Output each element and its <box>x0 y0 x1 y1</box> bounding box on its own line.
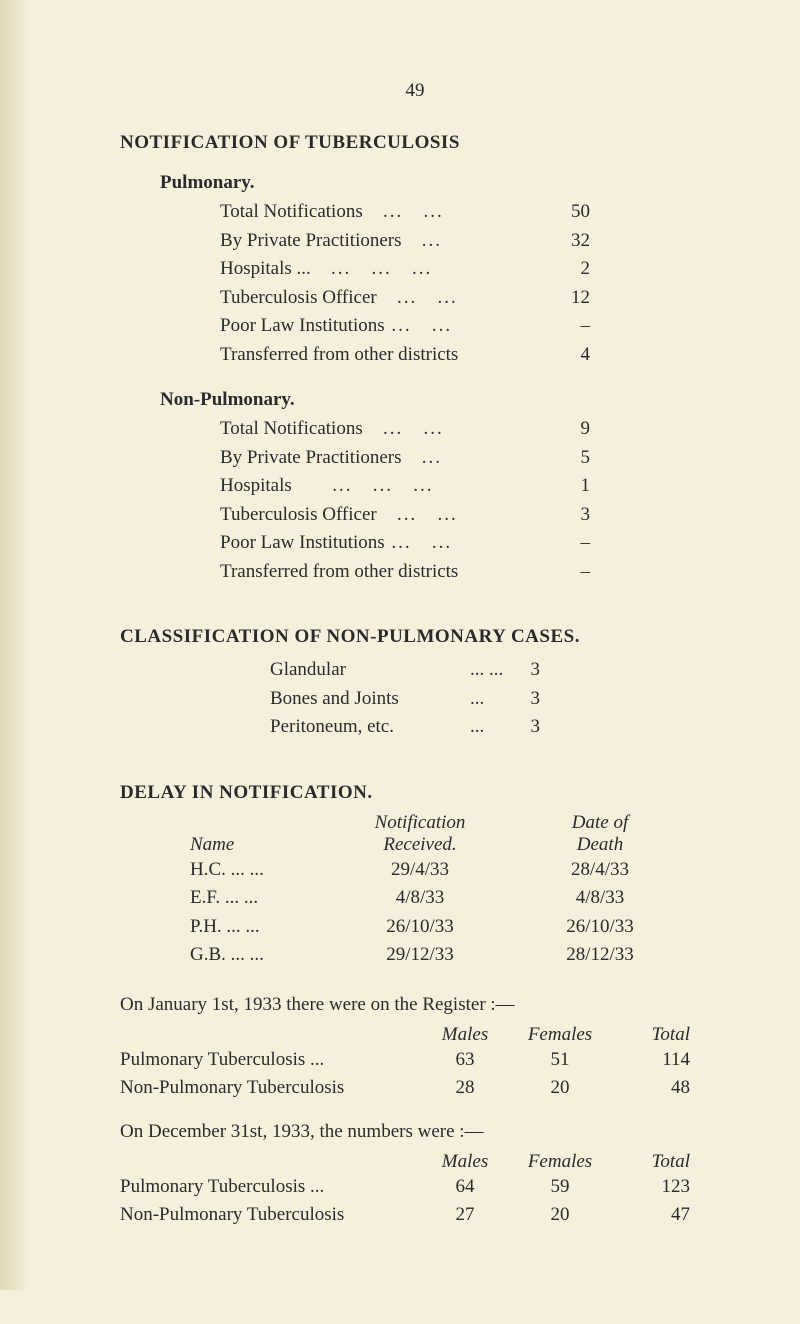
page-number: 49 <box>120 80 710 102</box>
classification-list: Glandular... ...3 Bones and Joints...3 P… <box>270 656 710 742</box>
table-row: Non-Pulmonary Tuberculosis282048 <box>120 1074 710 1103</box>
table-header: Notification Date of <box>190 812 710 834</box>
table-row: Non-Pulmonary Tuberculosis272047 <box>120 1201 710 1230</box>
table-row: E.F. ... ...4/8/334/8/33 <box>190 884 710 913</box>
reg-jan-table: Males Females Total Pulmonary Tuberculos… <box>120 1024 710 1103</box>
list-item: Tuberculosis Officer ... ...3 <box>220 501 710 530</box>
nonpulmonary-list: Total Notifications ... ...9 By Private … <box>220 415 710 586</box>
pulmonary-list: Total Notifications ... ...50 By Private… <box>220 198 710 369</box>
title-notification: NOTIFICATION OF TUBERCULOSIS <box>120 132 710 154</box>
table-row: Pulmonary Tuberculosis ...6351114 <box>120 1046 710 1075</box>
classification-heading: CLASSIFICATION OF NON-PULMONARY CASES. <box>120 626 710 648</box>
list-item: Transferred from other districts– <box>220 558 710 587</box>
list-item: Peritoneum, etc....3 <box>270 713 710 742</box>
reg-jan-para: On January 1st, 1933 there were on the R… <box>120 994 710 1016</box>
list-item: By Private Practitioners ...5 <box>220 444 710 473</box>
list-item: Hospitals ... ... ... ...2 <box>220 255 710 284</box>
delay-heading: DELAY IN NOTIFICATION. <box>120 782 710 804</box>
pulmonary-heading: Pulmonary. <box>160 172 710 194</box>
list-item: Total Notifications ... ...50 <box>220 198 710 227</box>
table-row: G.B. ... ...29/12/3328/12/33 <box>190 941 710 970</box>
reg-dec-table: Males Females Total Pulmonary Tuberculos… <box>120 1151 710 1230</box>
list-item: Poor Law Institutions ... ...– <box>220 529 710 558</box>
table-header: Males Females Total <box>120 1151 710 1173</box>
list-item: Bones and Joints...3 <box>270 685 710 714</box>
nonpulmonary-heading: Non-Pulmonary. <box>160 389 710 411</box>
list-item: Tuberculosis Officer ... ...12 <box>220 284 710 313</box>
list-item: By Private Practitioners ...32 <box>220 227 710 256</box>
delay-table: Notification Date of Name Received. Deat… <box>190 812 710 970</box>
list-item: Transferred from other districts4 <box>220 341 710 370</box>
list-item: Glandular... ...3 <box>270 656 710 685</box>
list-item: Total Notifications ... ...9 <box>220 415 710 444</box>
table-row: H.C. ... ...29/4/3328/4/33 <box>190 856 710 885</box>
table-header: Name Received. Death <box>190 834 710 856</box>
table-header: Males Females Total <box>120 1024 710 1046</box>
list-item: Poor Law Institutions ... ...– <box>220 312 710 341</box>
table-row: P.H. ... ...26/10/3326/10/33 <box>190 913 710 942</box>
list-item: Hospitals ... ... ...1 <box>220 472 710 501</box>
reg-dec-para: On December 31st, 1933, the numbers were… <box>120 1121 710 1143</box>
table-row: Pulmonary Tuberculosis ...6459123 <box>120 1173 710 1202</box>
